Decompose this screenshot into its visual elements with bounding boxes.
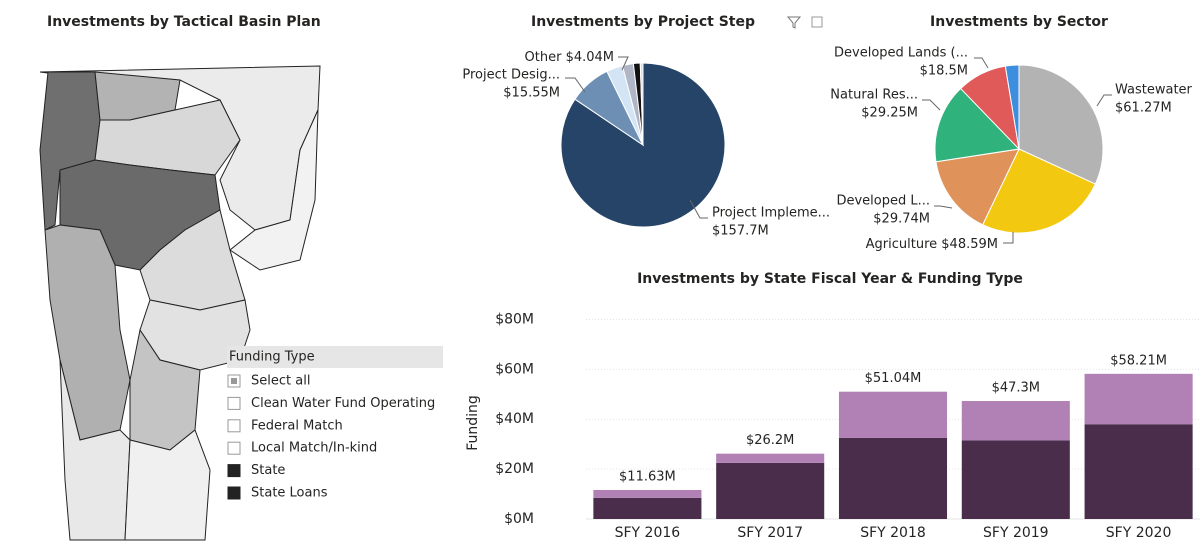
slice-label: Developed Lands (... — [834, 46, 968, 61]
pie-slice — [934, 87, 1021, 163]
y-tick-label: $60M — [495, 361, 534, 377]
pie-slice — [982, 148, 1096, 234]
slice-label: Project Impleme... — [712, 206, 830, 221]
slice-value-label: $61.27M — [1115, 101, 1172, 116]
slice-category: Other — [525, 50, 563, 65]
leader-line — [565, 77, 586, 93]
total-label: $58.21M — [1110, 353, 1167, 368]
x-tick-label: SFY 2018 — [860, 525, 926, 541]
checkbox[interactable] — [227, 441, 241, 455]
x-tick-label: SFY 2016 — [615, 525, 681, 541]
bar-segment — [716, 453, 825, 463]
slice-label: Wastewater — [1115, 83, 1193, 98]
slice-label: Agriculture $48.59M — [866, 237, 998, 252]
bar-segment — [1084, 373, 1193, 425]
total-label: $47.3M — [992, 381, 1040, 396]
slicer-header — [227, 346, 443, 368]
slice-label: Developed L... — [836, 194, 930, 209]
basin — [229, 109, 319, 271]
bar-segment — [716, 462, 825, 519]
slice-label: Project Desig... — [462, 68, 560, 83]
chart-title: Investments by Sector — [930, 14, 1108, 30]
slice-value-label: $4.04M — [566, 50, 614, 65]
expand-icon[interactable] — [811, 16, 823, 28]
pie-slice — [935, 148, 1020, 226]
y-axis-label: Funding — [465, 395, 481, 451]
slicer-item[interactable]: Clean Water Fund Operating — [251, 396, 435, 411]
slice-label: Other $4.04M — [525, 50, 615, 65]
pie-slice — [1018, 64, 1104, 185]
bar-segment — [593, 489, 702, 498]
basin — [124, 429, 211, 541]
slice-value-label: $18.5M — [920, 64, 968, 79]
y-tick-label: $80M — [495, 311, 534, 327]
checkbox[interactable] — [227, 396, 241, 410]
bar-segment — [961, 440, 1070, 519]
y-tick-label: $40M — [495, 411, 534, 427]
slice-value-label: $29.74M — [873, 212, 930, 227]
bar-segment — [593, 497, 702, 519]
chart-title: Investments by Project Step — [531, 14, 755, 30]
bar-segment — [838, 437, 948, 519]
chart-title: Investments by State Fiscal Year & Fundi… — [637, 271, 1023, 287]
total-label: $51.04M — [865, 371, 922, 386]
checkbox[interactable] — [227, 464, 241, 478]
checkbox[interactable] — [227, 486, 241, 500]
leader-line — [689, 199, 708, 219]
pie-slice — [1004, 64, 1020, 150]
x-tick-label: SFY 2017 — [737, 525, 803, 541]
leader-line — [922, 99, 941, 111]
slice-value-label: $29.25M — [861, 106, 918, 121]
bar-segment — [838, 391, 948, 438]
slicer-item[interactable]: State Loans — [251, 486, 328, 501]
slicer: Select all Clean Water Fund Operating Fede… — [227, 374, 435, 501]
slicer-item[interactable]: Local Match/In-kind — [251, 441, 377, 456]
basin-map — [39, 65, 321, 541]
slicer-item[interactable]: State — [251, 463, 285, 478]
bar-segment — [961, 401, 1070, 441]
bar-segment — [1084, 424, 1193, 519]
charts: Investments by Project Step Project Imple… — [462, 14, 1200, 541]
total-label: $26.2M — [746, 433, 794, 448]
total-label: $11.63M — [619, 469, 676, 484]
filter-icon[interactable] — [786, 16, 802, 29]
slicer-item[interactable]: Select all — [251, 374, 310, 389]
y-tick-label: $20M — [495, 461, 534, 477]
slice-value-label: $15.55M — [503, 86, 560, 101]
leader-line — [1096, 94, 1112, 107]
y-tick-label: $0M — [504, 511, 534, 527]
pie-slice — [639, 62, 644, 146]
slice-value-label: $157.7M — [712, 224, 769, 239]
checkbox-partial — [231, 378, 237, 384]
slice-label: Natural Res... — [830, 88, 918, 103]
leader-line — [618, 56, 629, 71]
x-tick-label: SFY 2019 — [983, 525, 1049, 541]
slicer-item[interactable]: Federal Match — [251, 418, 343, 433]
leader-line — [1003, 232, 1014, 244]
slice-category: Agriculture — [866, 237, 938, 252]
leader-line — [974, 57, 989, 69]
map-title: Investments by Tactical Basin Plan — [47, 14, 321, 30]
leader-line — [934, 205, 953, 209]
x-tick-label: SFY 2020 — [1106, 525, 1172, 541]
slicer-title: Funding Type — [229, 350, 315, 365]
checkbox[interactable] — [227, 419, 241, 433]
slice-value-label: $48.59M — [941, 237, 998, 252]
